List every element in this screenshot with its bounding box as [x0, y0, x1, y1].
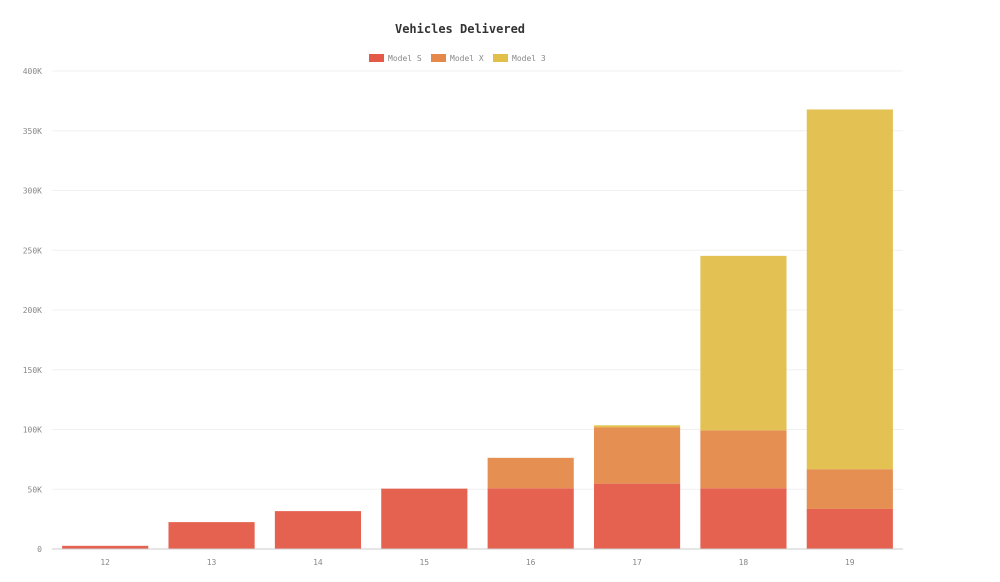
x-tick-label: 12	[100, 558, 110, 567]
legend-label: Model S	[388, 54, 422, 63]
bar-model-s-19	[806, 508, 893, 549]
x-tick-label: 19	[845, 558, 855, 567]
grid-lines	[52, 70, 903, 490]
x-tick-label: 17	[632, 558, 642, 567]
bar-model-3-18	[700, 255, 787, 431]
x-tick-label: 14	[313, 558, 323, 567]
legend: Model S Model X Model 3	[369, 54, 546, 63]
chart-title: Vehicles Delivered	[395, 22, 525, 36]
y-tick-label: 350K	[23, 127, 42, 136]
y-tick-label: 100K	[23, 426, 42, 435]
bar-model-s-13	[168, 522, 255, 549]
bar-model-s-16	[487, 488, 574, 549]
bar-model-x-17	[593, 427, 681, 484]
legend-label: Model 3	[512, 54, 546, 63]
bar-model-x-19	[806, 469, 893, 509]
bar-model-x-16	[487, 457, 574, 489]
x-axis: 12 13 14 15 16 17 18 19	[52, 548, 903, 567]
y-tick-label: 250K	[23, 246, 42, 255]
bars	[62, 109, 893, 549]
y-tick-label: 300K	[23, 187, 42, 196]
y-tick-label: 400K	[23, 67, 42, 76]
bar-model-s-17	[593, 483, 681, 549]
legend-label: Model X	[450, 54, 484, 63]
y-axis: 0 50K 100K 150K 200K 250K 300K 350K 400K	[23, 67, 42, 554]
y-tick-label: 50K	[28, 485, 43, 494]
legend-swatch	[431, 54, 446, 62]
y-tick-label: 150K	[23, 366, 42, 375]
y-tick-label: 200K	[23, 306, 42, 315]
y-tick-label: 0	[37, 545, 42, 554]
legend-item-model-3[interactable]: Model 3	[493, 54, 546, 63]
x-tick-label: 13	[207, 558, 217, 567]
bar-model-s-15	[381, 488, 468, 549]
legend-item-model-s[interactable]: Model S	[369, 54, 422, 63]
bar-model-s-12	[62, 545, 149, 549]
bar-model-s-14	[274, 511, 362, 549]
bar-model-x-18	[700, 430, 787, 489]
x-tick-label: 16	[526, 558, 536, 567]
bar-model-3-19	[806, 109, 893, 470]
x-tick-label: 15	[419, 558, 429, 567]
x-tick-label: 18	[739, 558, 749, 567]
legend-swatch	[493, 54, 508, 62]
bar-model-3-17	[593, 425, 681, 428]
legend-swatch	[369, 54, 384, 62]
bar-model-s-18	[700, 488, 787, 549]
legend-item-model-x[interactable]: Model X	[431, 54, 484, 63]
